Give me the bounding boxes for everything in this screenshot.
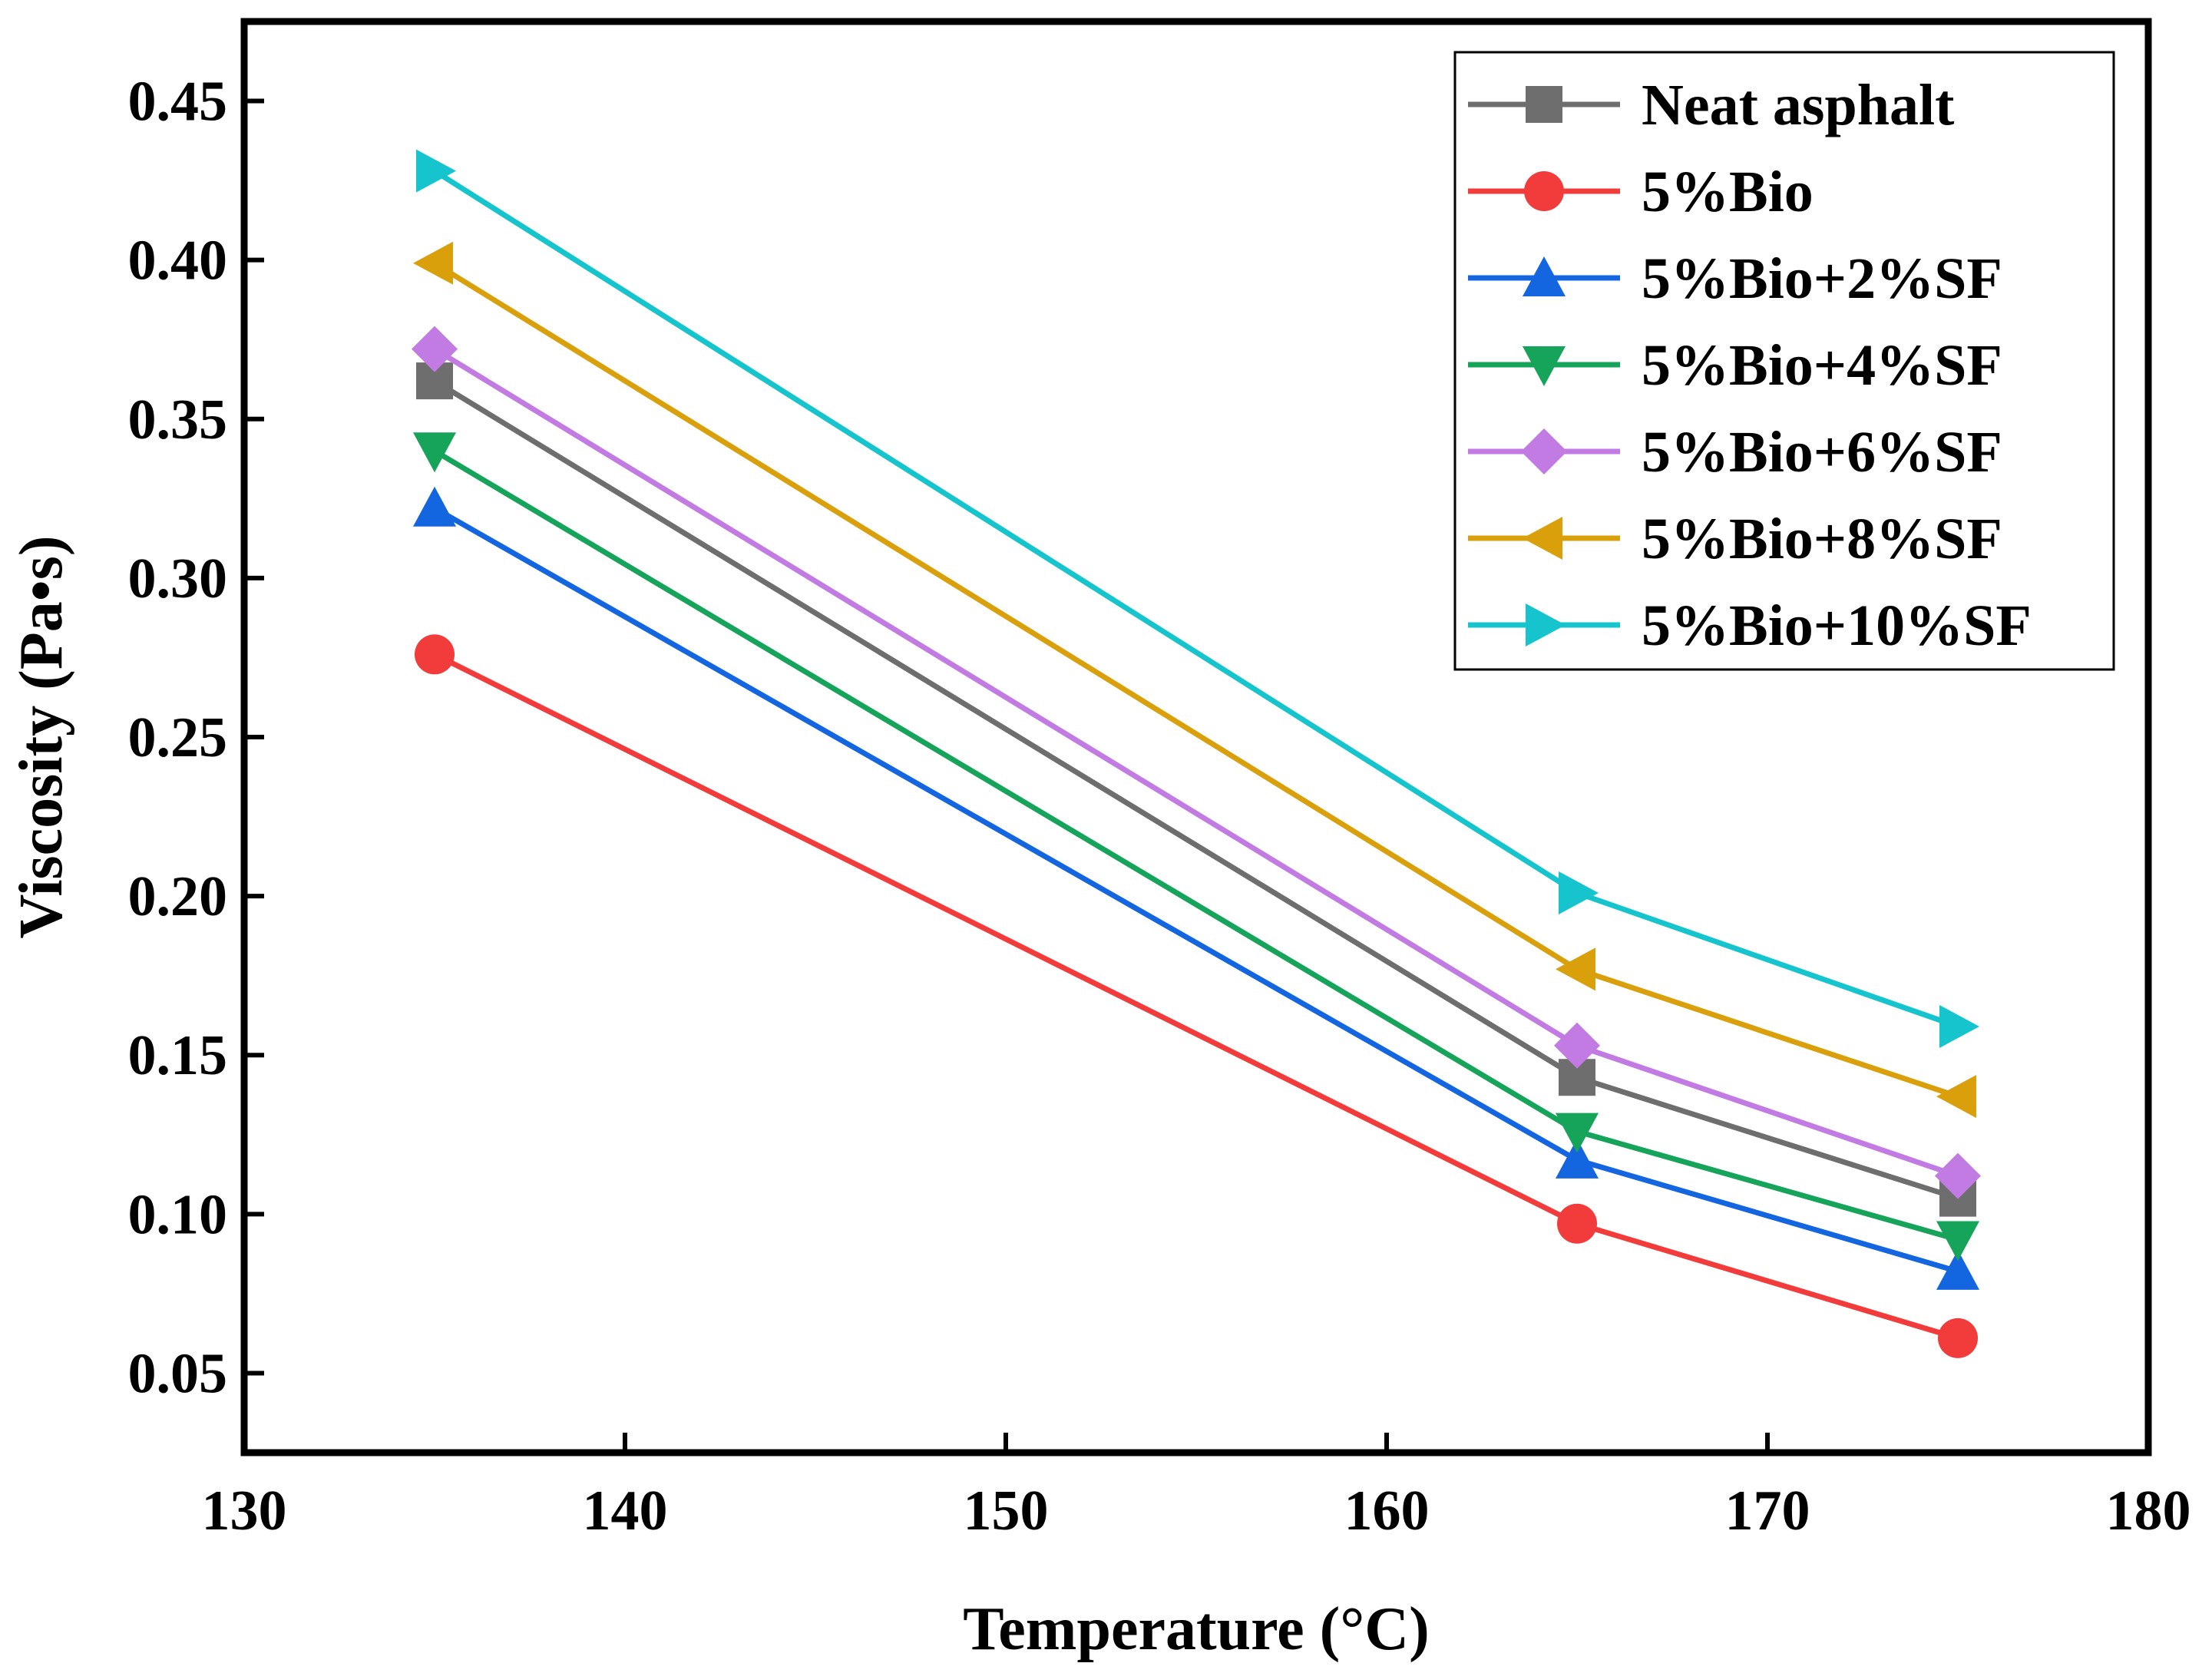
- data-point: [1936, 1221, 1979, 1261]
- legend-label: 5%Bio+4%SF: [1642, 333, 2002, 398]
- y-tick-label: 0.35: [128, 388, 228, 451]
- legend-item: 5%Bio+2%SF: [1468, 246, 2002, 311]
- series-layer: [412, 149, 1981, 1358]
- x-tick-label: 130: [202, 1480, 287, 1542]
- legend-marker: [1521, 428, 1567, 474]
- legend-label: 5%Bio+8%SF: [1642, 507, 2002, 571]
- legend-item: 5%Bio+10%SF: [1468, 593, 2032, 658]
- series-5: [412, 326, 1981, 1199]
- x-tick-label: 170: [1725, 1480, 1810, 1542]
- data-point: [413, 432, 456, 473]
- series-2: [415, 634, 1978, 1358]
- legend-label: 5%Bio: [1642, 160, 1814, 224]
- y-axis-title: Viscosity (Pa•s): [8, 536, 75, 939]
- legend-label: 5%Bio+6%SF: [1642, 420, 2002, 484]
- x-axis-ticks: 130 140 150 160 170 180: [202, 1433, 2191, 1542]
- legend-item: 5%Bio+8%SF: [1468, 507, 2002, 571]
- legend-marker: [1524, 171, 1564, 211]
- series-line: [433, 652, 1959, 1341]
- legend-box: [1453, 51, 2115, 671]
- data-point: [1556, 1113, 1599, 1153]
- y-tick-label: 0.25: [128, 706, 228, 769]
- y-tick-label: 0.05: [128, 1342, 228, 1405]
- data-point: [412, 326, 458, 372]
- y-tick-label: 0.20: [128, 865, 228, 928]
- data-point: [1936, 1075, 1976, 1119]
- data-point: [413, 486, 456, 527]
- data-point: [1935, 1152, 1981, 1199]
- x-axis-title: Temperature (°C): [963, 1595, 1429, 1663]
- legend-item: 5%Bio+4%SF: [1468, 333, 2002, 398]
- data-point: [1556, 1138, 1599, 1179]
- axes-layer: 130 140 150 160 170 180 0.050.100.150.200.250…: [128, 18, 2191, 1542]
- data-point: [416, 149, 456, 193]
- x-tick-label: 150: [964, 1480, 1049, 1542]
- series-3: [413, 486, 1979, 1290]
- data-point: [1559, 871, 1599, 914]
- series-1: [416, 362, 1976, 1217]
- data-point: [413, 241, 453, 285]
- legend-marker: [1523, 517, 1562, 560]
- y-tick-label: 0.15: [128, 1024, 228, 1087]
- legend-marker: [1526, 603, 1566, 646]
- legend-marker: [1523, 346, 1566, 386]
- y-tick-label: 0.40: [128, 230, 228, 293]
- legend-items: Neat asphalt 5%Bio 5%Bio+2%SF 5%Bio+4%SF 5%B…: [1468, 73, 2032, 658]
- legend-label: 5%Bio+2%SF: [1642, 246, 2002, 311]
- y-tick-label: 0.10: [128, 1183, 228, 1246]
- legend-item: Neat asphalt: [1468, 73, 1954, 137]
- legend-marker: [1526, 86, 1562, 123]
- data-point: [1557, 1203, 1597, 1244]
- x-tick-label: 180: [2106, 1480, 2191, 1542]
- y-axis-ticks: 0.05 0.10 0.15 0.20 0.25 0.30 0.35 0.40 0.45: [128, 71, 264, 1405]
- data-point: [1554, 1022, 1600, 1069]
- data-point: [1939, 1004, 1979, 1048]
- data-point: [415, 634, 455, 675]
- y-tick-label: 0.30: [128, 547, 228, 610]
- y-tick-label: 0.45: [128, 71, 228, 134]
- data-point: [1938, 1318, 1978, 1358]
- legend: Neat asphalt 5%Bio 5%Bio+2%SF 5%Bio+4%SF 5%B…: [1453, 51, 2115, 671]
- legend-item: 5%Bio+6%SF: [1468, 420, 2002, 484]
- legend-item: 5%Bio: [1468, 160, 1814, 224]
- x-tick-label: 160: [1344, 1480, 1430, 1542]
- x-tick-label: 140: [583, 1480, 668, 1542]
- data-point: [1936, 1249, 1979, 1290]
- legend-marker: [1523, 256, 1566, 296]
- data-point: [1556, 947, 1595, 991]
- series-7: [416, 149, 1979, 1048]
- legend-label: Neat asphalt: [1642, 73, 1954, 137]
- series-6: [413, 241, 1976, 1119]
- legend-label: 5%Bio+10%SF: [1642, 593, 2032, 658]
- series-4: [413, 432, 1979, 1261]
